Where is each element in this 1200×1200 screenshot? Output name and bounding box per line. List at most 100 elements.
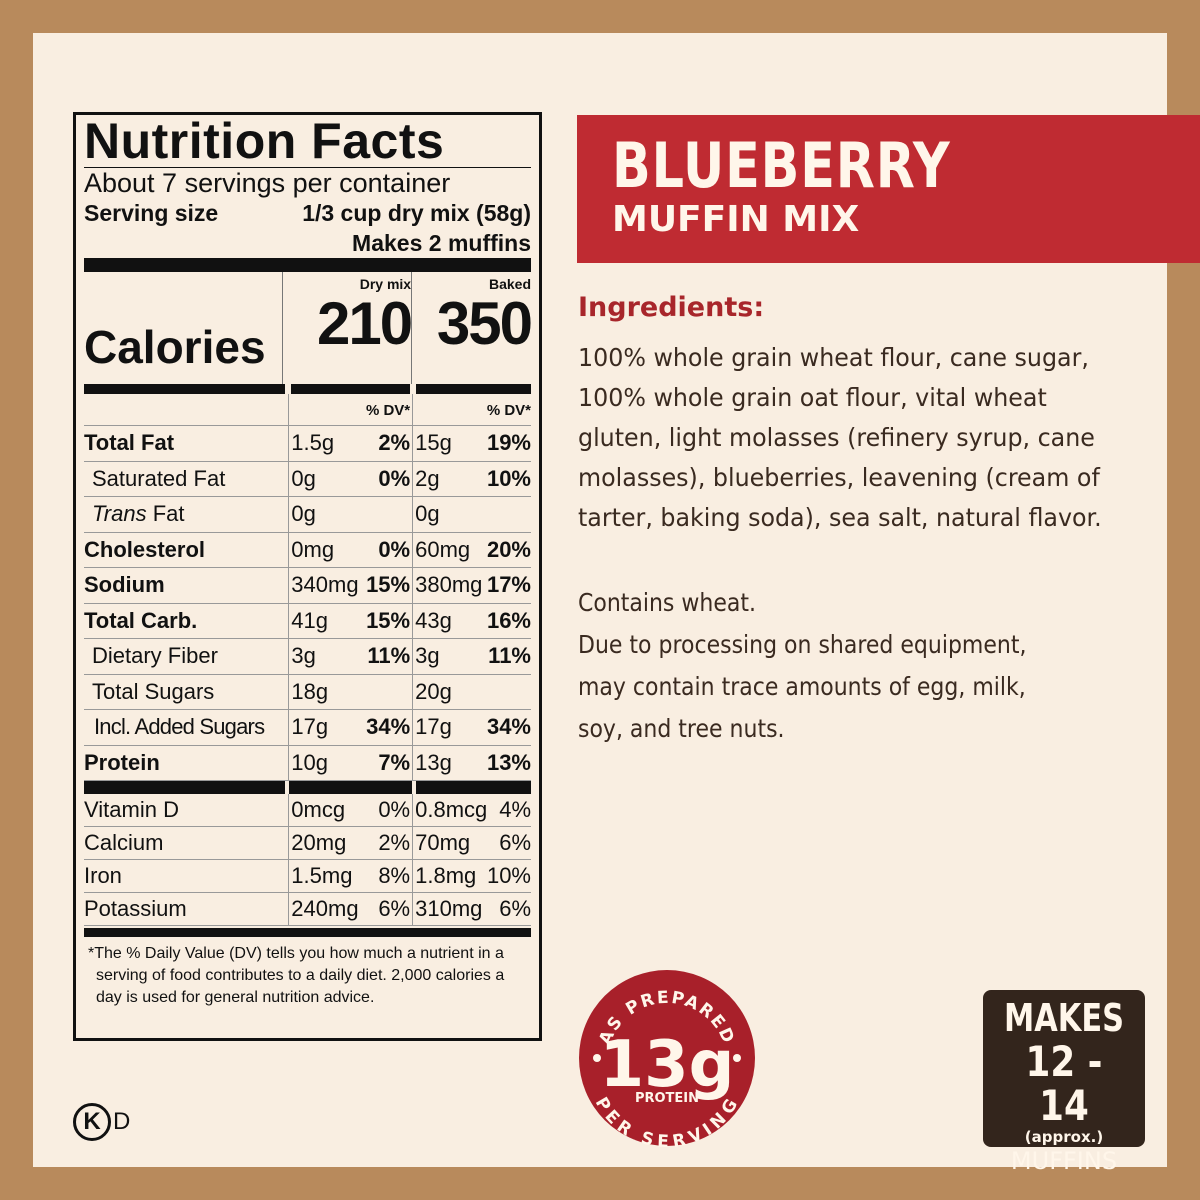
nutrient-name: Protein	[84, 749, 160, 775]
dry-dv: 34%	[366, 714, 411, 740]
dry-dv: 0%	[378, 797, 411, 822]
seal-amount: 13g	[600, 1028, 735, 1102]
baked-amount: 70mg	[415, 830, 471, 855]
yield-badge: MAKES 12 - 14 (approx.) MUFFINS	[983, 990, 1145, 1175]
dry-dv: 2%	[378, 830, 411, 855]
vitamin-row: Potassium 240mg 6% 310mg 6%	[84, 893, 531, 926]
vitamin-row: Iron 1.5mg 8% 1.8mg 10%	[84, 860, 531, 893]
calories-divider	[84, 384, 531, 394]
dry-amount: 1.5g	[291, 430, 335, 456]
nutrition-facts-panel: Nutrition Facts About 7 servings per con…	[73, 112, 542, 1041]
baked-dv: 6%	[499, 830, 531, 855]
thick-divider	[84, 781, 531, 794]
vitamin-row: Vitamin D 0mcg 0% 0.8mcg 4%	[84, 794, 531, 827]
nutrient-name: Trans Fat	[92, 501, 185, 527]
baked-dv: 6%	[499, 896, 531, 921]
nutrient-name: Cholesterol	[84, 536, 206, 562]
product-banner: BLUEBERRY MUFFIN MIX	[577, 115, 1200, 263]
nutrition-title: Nutrition Facts	[84, 113, 445, 169]
nutrient-row: Incl. Added Sugars 17g 34% 17g 34%	[84, 710, 531, 746]
protein-seal: AS PREPARED PER SERVING 13g PROTEIN	[579, 970, 755, 1148]
vitamin-rows: Vitamin D 0mcg 0% 0.8mcg 4% Calcium 20mg 2% …	[84, 794, 531, 926]
dry-dv: 0%	[378, 536, 411, 562]
baked-amount: 0g	[415, 501, 440, 527]
nutrient-row: Total Carb. 41g 15% 43g 16%	[84, 603, 531, 639]
nutrient-row: Total Sugars 18g 20g	[84, 674, 531, 710]
baked-amount: 20g	[415, 678, 452, 704]
baked-amount: 17g	[415, 714, 452, 740]
calories-row: Calories Dry mix 210 Baked 350	[84, 272, 533, 384]
dry-amount: 0mg	[291, 536, 335, 562]
nutrient-name: Total Sugars	[92, 678, 215, 704]
baked-dv: 4%	[499, 797, 531, 822]
dry-amount: 18g	[291, 678, 329, 704]
baked-dv: 20%	[486, 536, 531, 562]
nutrient-row: Sodium 340mg 15% 380mg 17%	[84, 568, 531, 604]
vitamin-name: Iron	[84, 863, 122, 888]
dry-amount: 3g	[291, 643, 316, 669]
nutrient-name: Dietary Fiber	[92, 643, 218, 669]
baked-dv: 10%	[486, 863, 531, 888]
vitamin-name: Calcium	[84, 830, 164, 855]
thick-divider	[84, 928, 531, 937]
nutrient-name: Total Carb.	[84, 607, 198, 633]
dry-amount: 0mcg	[291, 797, 346, 822]
allergen-statement: Contains wheat. Due to processing on sha…	[578, 582, 1071, 750]
servings-per-container: About 7 servings per container	[84, 167, 531, 198]
nutrient-row: Saturated Fat 0g 0% 2g 10%	[84, 461, 531, 497]
makes-approx: (approx.)	[1024, 1128, 1104, 1146]
product-subtitle: MUFFIN MIX	[612, 199, 860, 240]
baked-dv: 19%	[486, 430, 531, 456]
dry-amount: 340mg	[291, 572, 359, 598]
calories-label: Calories	[84, 321, 266, 373]
vitamin-row: Calcium 20mg 2% 70mg 6%	[84, 827, 531, 860]
kosher-dairy-symbol: K D	[73, 1103, 130, 1141]
baked-amount: 13g	[415, 749, 452, 775]
kosher-icon: K	[73, 1103, 111, 1141]
seal-label: PROTEIN	[635, 1091, 699, 1106]
dry-amount: 240mg	[291, 896, 359, 921]
nutrient-row: Total Fat 1.5g 2% 15g 19%	[84, 426, 531, 462]
makes-range: 12 - 14	[1025, 1037, 1103, 1130]
dry-amount: 10g	[291, 749, 328, 775]
baked-dv: 11%	[488, 643, 531, 669]
nutrient-rows: Total Fat 1.5g 2% 15g 19% Saturated Fat 0g 0…	[84, 426, 531, 781]
nutrient-name: Total Fat	[84, 430, 175, 456]
nutrient-row: Dietary Fiber 3g 11% 3g 11%	[84, 639, 531, 675]
baked-dv: 10%	[486, 465, 531, 491]
dry-dv: 8%	[378, 863, 411, 888]
baked-dv: 17%	[486, 572, 531, 598]
nutrient-name: Saturated Fat	[92, 465, 226, 491]
dry-amount: 17g	[291, 714, 329, 740]
dv-header-row: % DV* % DV*	[84, 394, 531, 426]
allergen-shared-equipment: Due to processing on shared equipment, m…	[578, 630, 1027, 743]
nutrient-name: Incl. Added Sugars	[94, 714, 265, 740]
baked-amount: 2g	[415, 465, 440, 491]
nutrient-row: Cholesterol 0mg 0% 60mg 20%	[84, 532, 531, 568]
ingredients-heading: Ingredients:	[578, 292, 765, 323]
dry-dv: 7%	[378, 749, 411, 775]
baked-amount: 3g	[415, 643, 440, 669]
makes-label: MAKES	[1004, 996, 1124, 1040]
dry-dv: 6%	[378, 896, 411, 921]
makes-unit: MUFFINS	[1010, 1147, 1118, 1175]
serving-size: Serving size 1/3 cup dry mix (58g)	[84, 198, 531, 228]
ingredients-text: 100% whole grain wheat flour, cane sugar…	[578, 343, 1102, 532]
dry-dv: 2%	[378, 430, 411, 456]
calories-baked: 350	[436, 290, 533, 357]
dry-amount: 20mg	[291, 830, 347, 855]
dairy-mark: D	[113, 1108, 131, 1135]
product-name: BLUEBERRY	[612, 129, 951, 202]
dry-amount: 0g	[291, 465, 316, 491]
serving-size-value: 1/3 cup dry mix (58g)	[302, 200, 531, 226]
nutrient-name: Sodium	[84, 572, 165, 598]
dry-dv: 0%	[378, 465, 411, 491]
baked-dv: 13%	[486, 749, 531, 775]
nutrient-row: Trans Fat 0g 0g	[84, 497, 531, 533]
vitamin-name: Potassium	[84, 896, 187, 921]
dry-dv: 11%	[367, 643, 411, 669]
dv-header-baked: % DV*	[412, 394, 531, 425]
vitamin-name: Vitamin D	[84, 797, 179, 822]
dry-amount: 41g	[291, 607, 328, 633]
dry-amount: 0g	[291, 501, 316, 527]
